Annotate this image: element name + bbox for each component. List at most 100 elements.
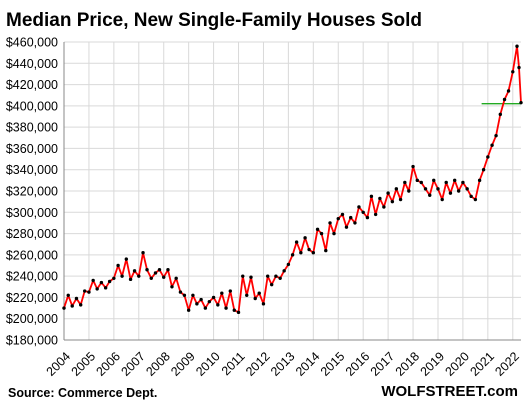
data-point (444, 180, 448, 185)
y-tick-label: $280,000 (6, 227, 58, 241)
data-point (332, 231, 336, 236)
data-point (369, 194, 374, 199)
y-tick-label: $360,000 (6, 142, 58, 156)
data-point (228, 289, 232, 293)
data-point (286, 262, 291, 267)
series-points (62, 44, 523, 315)
data-point (311, 251, 316, 255)
data-point (390, 199, 395, 204)
data-point (124, 257, 129, 261)
data-point (336, 216, 340, 221)
data-point (307, 247, 311, 252)
data-point (498, 112, 503, 117)
y-tick-label: $180,000 (6, 334, 58, 348)
data-point (303, 236, 307, 240)
y-tick-label: $420,000 (6, 78, 58, 92)
y-tick-label: $220,000 (6, 291, 58, 305)
data-point (112, 276, 116, 280)
data-point (116, 263, 120, 268)
y-tick-label: $400,000 (6, 99, 58, 113)
data-point (132, 269, 137, 273)
data-point (506, 89, 511, 93)
data-point (411, 164, 415, 169)
data-point (481, 168, 486, 172)
y-tick-label: $300,000 (6, 206, 58, 220)
data-point (178, 290, 183, 294)
data-point (490, 143, 494, 147)
data-point (461, 180, 465, 185)
data-point (145, 268, 149, 272)
data-point (328, 221, 332, 225)
data-point (182, 293, 187, 297)
data-point (465, 187, 469, 191)
y-tick-label: $380,000 (6, 121, 58, 135)
data-point (319, 231, 324, 236)
data-point (199, 297, 203, 302)
data-point (174, 276, 178, 280)
data-point (236, 310, 241, 315)
data-point (469, 194, 473, 199)
y-axis-tick-labels: $180,000 $200,000 $220,000 $240,000 $260,000… (6, 36, 58, 348)
y-tick-label: $240,000 (6, 270, 58, 284)
data-point (386, 191, 390, 195)
series-line (63, 45, 522, 314)
data-point (407, 189, 411, 193)
data-point (502, 97, 507, 102)
data-point (361, 210, 365, 214)
data-point (344, 225, 349, 229)
data-point (477, 178, 482, 183)
data-point (149, 276, 153, 280)
data-point (99, 280, 104, 285)
data-point (278, 276, 282, 280)
data-point (203, 306, 208, 310)
data-point (157, 268, 162, 272)
data-point (324, 248, 328, 253)
brand-label: WOLFSTREET.com (381, 383, 518, 400)
data-point (294, 240, 299, 244)
data-point (494, 133, 498, 138)
y-tick-label: $460,000 (6, 36, 58, 50)
data-point (357, 205, 361, 209)
data-point (452, 178, 457, 183)
data-point (436, 187, 440, 191)
data-point (79, 303, 83, 307)
data-point (423, 187, 428, 191)
axes (63, 42, 521, 341)
data-point (473, 197, 478, 202)
data-point (120, 274, 124, 278)
data-point (403, 180, 407, 185)
data-point (66, 293, 70, 297)
data-point (62, 306, 66, 310)
data-point (515, 44, 519, 48)
data-point (349, 215, 353, 220)
data-point (282, 269, 286, 273)
series-line-layer (63, 45, 522, 314)
data-point (517, 65, 521, 70)
data-point (440, 197, 444, 202)
y-tick-label: $260,000 (6, 248, 58, 262)
data-point (207, 299, 212, 304)
grid (63, 41, 521, 341)
data-point (166, 268, 170, 272)
data-point (394, 187, 399, 191)
data-point (162, 275, 166, 279)
data-point (191, 293, 195, 297)
data-point (95, 287, 99, 291)
data-point (241, 274, 245, 278)
data-point (269, 282, 274, 287)
data-point (448, 191, 453, 195)
data-point (261, 302, 266, 306)
data-point (299, 251, 303, 255)
data-point (195, 302, 199, 306)
data-point (315, 227, 320, 232)
data-point (232, 308, 236, 312)
data-point (216, 303, 220, 307)
data-point (245, 293, 249, 297)
data-point (519, 100, 523, 105)
data-point (382, 205, 386, 209)
data-point (353, 221, 357, 225)
y-tick-label: $440,000 (6, 57, 58, 71)
data-point (128, 277, 133, 282)
